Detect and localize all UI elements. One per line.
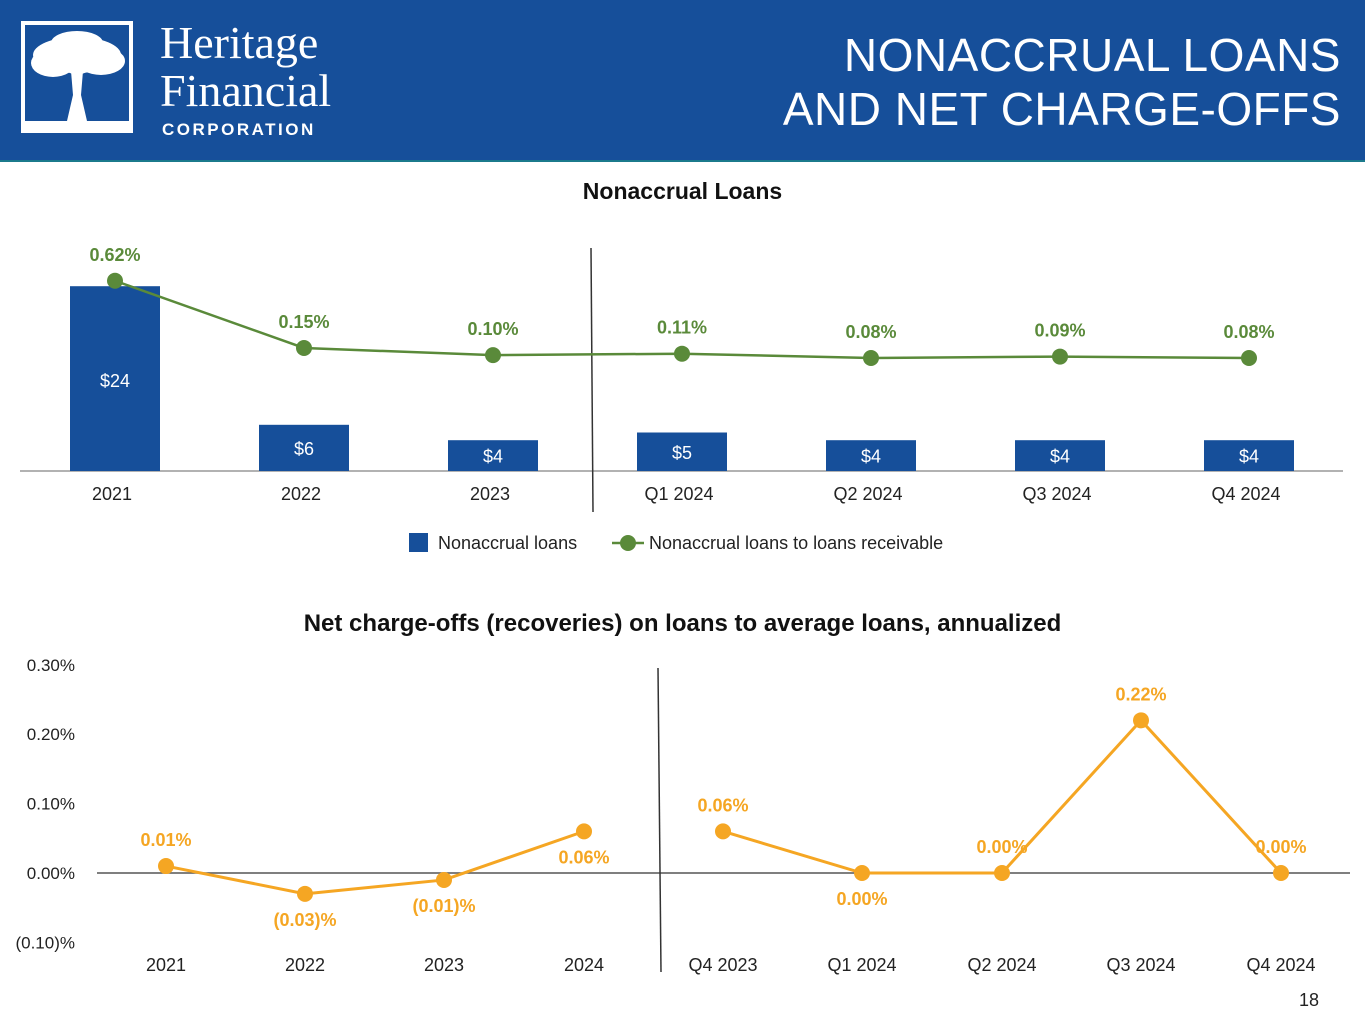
ratio-value-label: 0.10% (467, 319, 518, 339)
x-tick-label: 2022 (281, 484, 321, 504)
chargeoff-point (436, 871, 452, 888)
ratio-value-label: 0.62% (89, 245, 140, 265)
bar-value-label: $4 (1050, 447, 1070, 467)
x-tick-label: 2023 (470, 484, 510, 504)
chargeoff-value-label: (0.03)% (273, 910, 336, 930)
y-tick-label: 0.10% (27, 795, 75, 814)
bar-q3-2024 (1015, 440, 1105, 471)
ratio-value-label: 0.15% (278, 312, 329, 332)
x-tick-label: Q4 2024 (1211, 484, 1280, 504)
x-tick-label: Q1 2024 (644, 484, 713, 504)
ratio-point (674, 345, 690, 362)
chargeoff-value-label: 0.22% (1115, 684, 1166, 704)
logo-text-corporation: CORPORATION (162, 120, 316, 139)
bar-2022 (259, 424, 349, 471)
chargeoff-point (576, 823, 592, 840)
legend-label-ratio: Nonaccrual loans to loans receivable (649, 533, 943, 553)
chargeoff-value-label: 0.00% (976, 837, 1027, 857)
x-tick-label: Q2 2024 (833, 484, 902, 504)
bar-2023 (448, 440, 538, 471)
x-tick-label: 2023 (424, 955, 464, 975)
logo-text-financial: Financial (160, 65, 332, 116)
bar-value-label: $4 (483, 447, 503, 467)
bar-value-label: $6 (294, 439, 314, 459)
chargeoff-value-label: 0.06% (558, 847, 609, 867)
net-chargeoffs-chart-title: Net charge-offs (recoveries) on loans to… (303, 610, 1062, 637)
period-divider (590, 247, 594, 513)
y-tick-label: 0.20% (27, 725, 75, 744)
x-tick-label: 2022 (285, 955, 325, 975)
chargeoff-point (1273, 865, 1289, 881)
chargeoff-value-label: 0.01% (140, 830, 191, 850)
chargeoff-value-label: 0.00% (1255, 837, 1306, 857)
page-title: NONACCRUAL LOANS AND NET CHARGE-OFFS (783, 28, 1341, 136)
bar-value-label: $24 (100, 371, 130, 391)
header-banner: Heritage Financial CORPORATION NONACCRUA… (0, 0, 1365, 162)
period-divider (657, 667, 662, 973)
ratio-value-label: 0.08% (1223, 322, 1274, 342)
bar-2021 (70, 286, 160, 471)
ratio-point (296, 339, 312, 356)
bar-q4-2024 (1204, 440, 1294, 471)
x-tick-label: 2021 (146, 955, 186, 975)
ratio-value-label: 0.11% (657, 318, 707, 338)
x-tick-label: 2021 (92, 484, 132, 504)
bar-value-label: $5 (672, 443, 692, 463)
nonaccrual-chart-title: Nonaccrual Loans (582, 178, 783, 204)
logo-text-heritage: Heritage (160, 17, 319, 68)
chargeoff-point (854, 865, 870, 881)
legend-marker-ratio (620, 535, 636, 551)
ratio-point (1052, 348, 1068, 365)
ratio-value-label: 0.08% (845, 322, 896, 342)
chargeoff-point (994, 865, 1010, 881)
x-tick-label: 2024 (564, 955, 604, 975)
bar-q2-2024 (826, 440, 916, 471)
bar-value-label: $4 (1239, 447, 1259, 467)
x-tick-label: Q1 2024 (827, 955, 896, 975)
ratio-point (485, 347, 501, 364)
page-number: 18 (1298, 990, 1319, 1010)
chargeoff-point (715, 823, 731, 840)
chargeoff-value-label: 0.00% (836, 889, 887, 909)
x-tick-label: Q3 2024 (1022, 484, 1091, 504)
chargeoff-value-label: (0.01)% (412, 896, 475, 916)
bar-q1-2024 (637, 432, 727, 471)
ratio-value-label: 0.09% (1034, 321, 1085, 341)
x-tick-label: Q4 2024 (1246, 955, 1315, 975)
chargeoff-point (158, 858, 174, 875)
page-title-line1: NONACCRUAL LOANS (843, 29, 1341, 81)
chargeoff-series-line (165, 829, 585, 896)
ratio-point (1241, 350, 1257, 366)
ratio-point (863, 350, 879, 366)
y-tick-label: 0.00% (27, 864, 75, 883)
legend-swatch-nonaccrual-loans (409, 533, 428, 552)
chargeoff-value-label: 0.06% (697, 795, 748, 815)
chargeoff-point (297, 885, 313, 902)
x-tick-label: Q2 2024 (967, 955, 1036, 975)
bar-value-label: $4 (861, 447, 881, 467)
y-tick-label: (0.10)% (15, 933, 75, 952)
tree-icon (25, 31, 129, 129)
page-title-line2: AND NET CHARGE-OFFS (782, 83, 1341, 135)
legend-label-nonaccrual-loans: Nonaccrual loans (438, 533, 577, 553)
y-tick-label: 0.30% (27, 656, 75, 675)
ratio-point (107, 272, 123, 289)
x-tick-label: Q3 2024 (1106, 955, 1175, 975)
logo-emblem (21, 21, 133, 133)
chargeoff-point (1133, 712, 1149, 729)
net-chargeoffs-chart: 0.30% 0.20% 0.10% 0.00% (0.10)% 0.01% 2021 (0.0… (15, 656, 1350, 975)
x-tick-label: Q4 2023 (688, 955, 757, 975)
nonaccrual-chart: $24 2021 $6 2022 $4 2023 $5 Q1 2024 $4 Q2 2024 $4 Q… (20, 245, 1343, 553)
